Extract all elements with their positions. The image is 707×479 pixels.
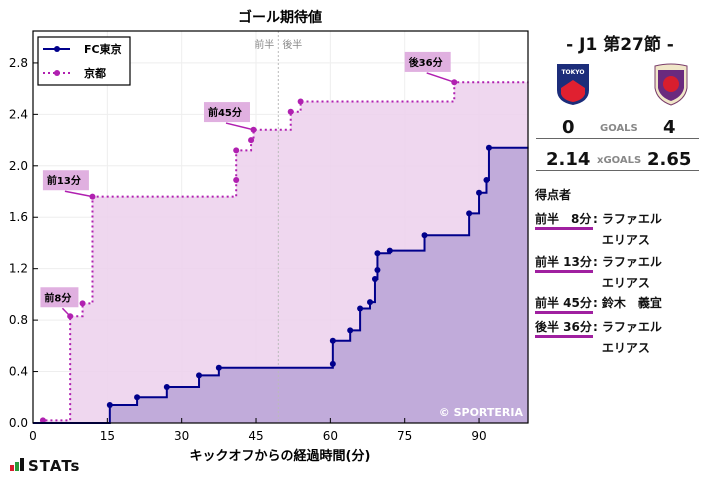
plot-frame (32, 30, 529, 424)
svg-text:TOKYO: TOKYO (561, 69, 584, 76)
scorer-row: 前半 13分: ラファエル エリアス (535, 252, 672, 294)
series-areas (33, 82, 529, 424)
second-half-label: 後半 (282, 38, 302, 51)
away-xg: 2.65 (647, 149, 692, 170)
svg-text:2.4: 2.4 (9, 107, 28, 121)
first-half-label: 前半 (254, 38, 274, 51)
x-axis-label: キックオフからの経過時間(分) (190, 448, 371, 464)
xg-chart: 前8分 前13分 前45分 後36分 0 15 30 45 60 75 90 0.0 0.4 0.8 1.… (9, 9, 529, 464)
svg-text:30: 30 (174, 429, 189, 443)
legend: FC東京 京都 (37, 36, 131, 86)
goal-time: 前半 13分 (535, 254, 593, 273)
fc-tokyo-crest-icon: TOKYO (557, 64, 589, 105)
svg-text:2.0: 2.0 (9, 159, 28, 173)
scorer-row: 前半 45分: 鈴木 義宜 (535, 293, 672, 314)
scorer-name: ラファエル エリアス (601, 255, 662, 290)
goal-time: 後半 36分 (535, 319, 593, 338)
home-goals: 0 (562, 117, 575, 138)
legend-label-tokyo: FC東京 (84, 42, 122, 56)
legend-marker-kyoto (54, 70, 60, 76)
svg-text:75: 75 (397, 429, 412, 443)
watermark: © SPORTERIA (439, 406, 524, 419)
scorers-title: 得点者 (535, 188, 572, 202)
svg-text:1.6: 1.6 (9, 210, 28, 224)
stats-logo: STATs (10, 457, 80, 475)
svg-text:45: 45 (248, 429, 263, 443)
scorer-name: 鈴木 義宜 (601, 296, 662, 310)
svg-text:0: 0 (29, 429, 37, 443)
chart-title: ゴール期待値 (238, 9, 322, 26)
axis-ticks: 0 15 30 45 60 75 90 0.0 0.4 0.8 1.2 1.6 2.0 2.4 2.8 (9, 56, 487, 443)
svg-text:前13分: 前13分 (47, 174, 81, 187)
scorer-row: 後半 36分: ラファエル エリアス (535, 317, 672, 359)
svg-text:前45分: 前45分 (208, 106, 242, 119)
divider (536, 138, 699, 139)
svg-text:0.4: 0.4 (9, 365, 28, 379)
svg-text:0.0: 0.0 (9, 416, 28, 430)
svg-text:90: 90 (471, 429, 486, 443)
scorer-row: 前半 8分: ラファエル エリアス (535, 209, 672, 251)
stats-logo-text: STATs (28, 457, 81, 475)
svg-text:2.8: 2.8 (9, 56, 28, 70)
home-xg: 2.14 (546, 149, 591, 170)
svg-text:1.2: 1.2 (9, 262, 28, 276)
goal-time: 前半 8分 (535, 211, 593, 230)
goal-annotations: 前8分 前13分 前45分 後36分 (40, 51, 455, 317)
round-title: - J1 第27節 - (566, 35, 674, 55)
away-goals: 4 (663, 117, 676, 138)
svg-text:0.8: 0.8 (9, 313, 28, 327)
bar-chart-icon (10, 465, 14, 471)
scorer-name: ラファエル エリアス (601, 320, 662, 355)
goal-time: 前半 45分 (535, 295, 593, 314)
kyoto-sanga-crest-icon (654, 63, 688, 106)
xg-label: xGOALS (597, 155, 642, 166)
svg-text:15: 15 (100, 429, 115, 443)
svg-text:前8分: 前8分 (44, 291, 71, 304)
divider (536, 170, 699, 171)
legend-marker-tokyo (54, 46, 60, 52)
scorer-name: ラファエル エリアス (601, 212, 662, 247)
svg-text:60: 60 (323, 429, 338, 443)
goals-label: GOALS (600, 123, 638, 134)
svg-text:後36分: 後36分 (409, 56, 443, 69)
legend-label-kyoto: 京都 (84, 66, 106, 80)
